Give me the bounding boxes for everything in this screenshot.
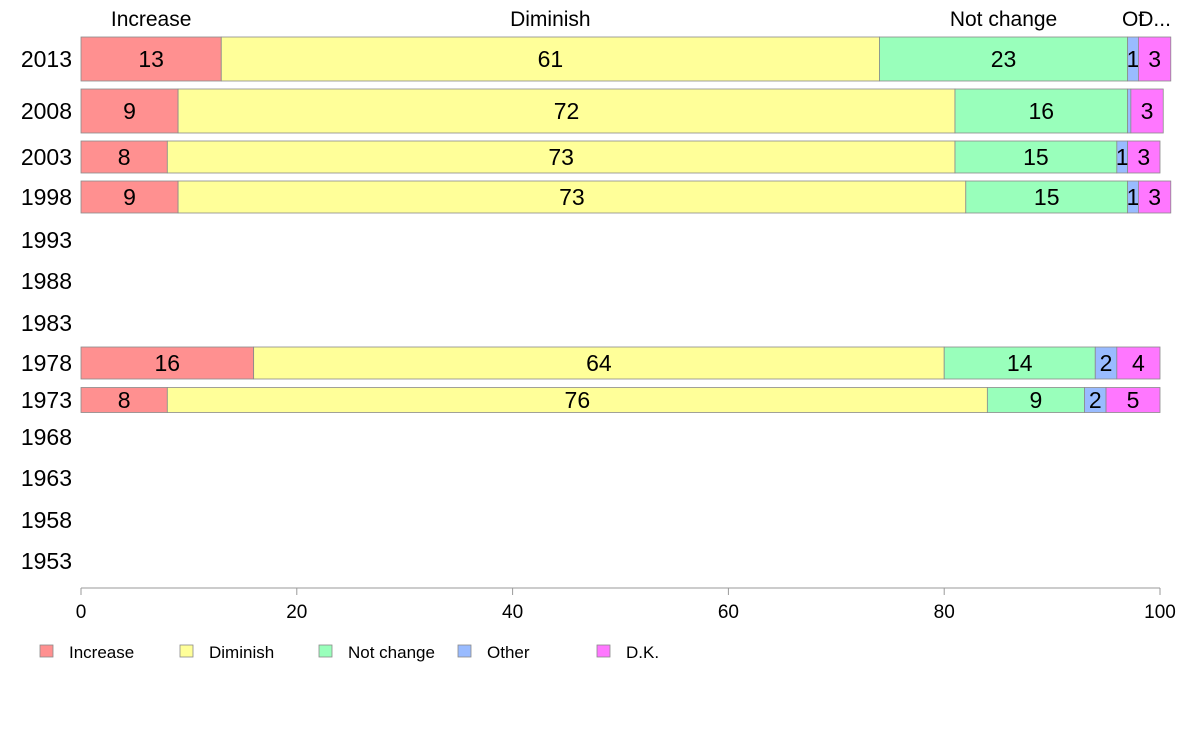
data-label: 3 [1137,144,1150,170]
data-label: 1 [1127,46,1140,72]
legend-item-increase: Increase [39,643,134,662]
y-tick-label: 1953 [21,548,72,574]
legend-swatch [457,644,472,658]
y-tick-labels: 2013 2008 2003 1998 1993 1988 1983 1978 1973 1968… [21,46,72,574]
legend-label: D.K. [626,643,659,662]
bar-segment-1998-increase [80,180,179,214]
data-label: 1 [1116,144,1129,170]
x-tick-label: 80 [934,602,955,623]
legend-item-diminish: Diminish [179,643,274,662]
x-tick-label: 20 [286,602,307,623]
data-label: 4 [1132,350,1145,376]
data-label: 15 [1023,144,1049,170]
data-label: 8 [118,144,131,170]
y-tick-label: 1983 [21,310,72,336]
bar-segment-1978-not-change [943,346,1096,380]
bar-segment-2013-d-k- [1138,36,1172,82]
bar-segment-1998-not-change [965,180,1129,214]
bar-segment-1998-d-k- [1138,180,1172,214]
data-label: 76 [565,387,591,413]
bar-segment-1973-increase [80,387,168,413]
bar-segment-2008-not-change [954,88,1129,134]
bar-segment-1978-increase [80,346,255,380]
data-label: 8 [118,387,131,413]
legend-swatch [596,644,611,658]
legend-label: Other [487,643,530,662]
data-label: 9 [123,184,136,210]
y-tick-label: 1963 [21,465,72,491]
data-label: 9 [123,98,136,124]
data-label: 73 [559,184,585,210]
data-label: 1 [1127,184,1140,210]
top-category-labels: Increase Diminish Not change OtD... [111,8,1171,31]
bar-segment-1973-d-k- [1105,387,1161,413]
bar-segment-2008-increase [80,88,179,134]
data-label: 61 [538,46,564,72]
bar-segment-2008-diminish [177,88,956,134]
y-tick-label: 1993 [21,227,72,253]
legend: Increase Diminish Not change Other D.K. [39,643,659,662]
bar-segment-1973-diminish [166,387,988,413]
y-tick-label: 2013 [21,46,72,72]
y-tick-label: 2003 [21,144,72,170]
legend-label: Diminish [209,643,274,662]
legend-swatch [39,644,54,658]
data-label: 16 [155,350,181,376]
bar-segment-2008-d-k- [1130,88,1164,134]
y-tick-label: 1973 [21,387,72,413]
legend-swatch [318,644,333,658]
data-label: 15 [1034,184,1060,210]
data-label: 16 [1029,98,1055,124]
y-tick-label: 1998 [21,184,72,210]
top-label-increase: Increase [111,8,192,31]
bar-segment-2013-diminish [220,36,880,82]
legend-swatch [179,644,194,658]
bar-segment-2003-increase [80,140,168,174]
data-label: 3 [1148,184,1161,210]
data-label: 2 [1089,387,1102,413]
data-label: 72 [554,98,580,124]
x-axis: 0 20 40 60 80 100 [76,587,1176,623]
data-label: 14 [1007,350,1033,376]
data-label: 64 [586,350,612,376]
top-label-not-change: Not change [950,8,1057,31]
legend-item-other: Other [457,643,530,662]
x-tick-label: 100 [1144,602,1176,623]
top-label-other: Ot [1122,8,1144,31]
bars: 13 61 23 1 39 72 16 38 73 15 1 39 73 15 1 316 64 14 2 48 76 9… [80,36,1172,413]
legend-item-not-change: Not change [318,643,435,662]
legend-item-d-k-: D.K. [596,643,659,662]
top-label-diminish: Diminish [510,8,591,31]
y-tick-label: 1958 [21,507,72,533]
bar-segment-2003-not-change [954,140,1118,174]
data-label: 2 [1100,350,1113,376]
x-tick-label: 40 [502,602,523,623]
bar-segment-1978-diminish [253,346,945,380]
data-label: 23 [991,46,1017,72]
y-tick-label: 1978 [21,350,72,376]
legend-label: Increase [69,643,134,662]
y-tick-label: 1988 [21,268,72,294]
data-label: 3 [1141,98,1154,124]
x-tick-label: 0 [76,602,87,623]
bar-segment-1978-d-k- [1116,346,1161,380]
data-label: 3 [1148,46,1161,72]
data-label: 13 [138,46,164,72]
legend-label: Not change [348,643,435,662]
data-label: 73 [548,144,574,170]
x-tick-label: 60 [718,602,739,623]
y-tick-label: 2008 [21,98,72,124]
y-tick-label: 1968 [21,424,72,450]
bar-segment-2008-other [1127,88,1132,134]
top-label-d-k-: D... [1138,8,1171,31]
data-label: 9 [1030,387,1043,413]
data-label: 5 [1127,387,1140,413]
bar-segment-2003-d-k- [1127,140,1161,174]
